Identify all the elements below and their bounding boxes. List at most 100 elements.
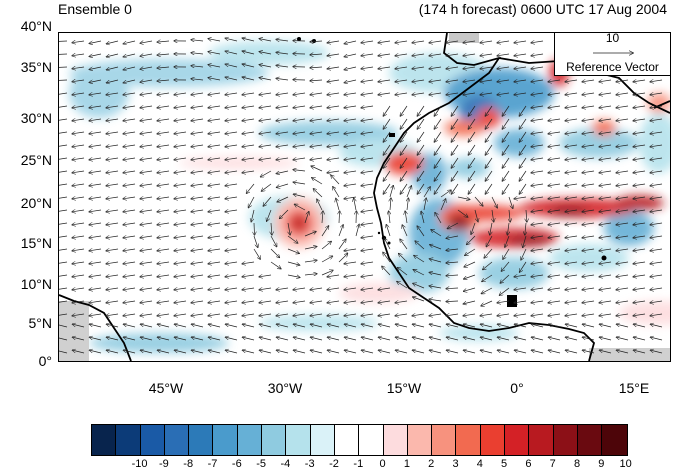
wind-vector <box>441 190 451 197</box>
colorbar-tick-label: -5 <box>256 458 266 470</box>
wind-vector <box>344 249 356 251</box>
wind-vector <box>390 198 391 210</box>
wind-vector <box>89 197 101 199</box>
wind-vector <box>582 301 594 303</box>
plot-title-left: Ensemble 0 <box>58 1 132 17</box>
wind-vector <box>106 41 118 44</box>
colorbar-tick-label: 0 <box>380 458 386 470</box>
wind-vector <box>157 106 169 108</box>
wind-vector <box>582 288 594 290</box>
wind-vector <box>313 189 322 197</box>
wind-vector <box>208 119 220 121</box>
wind-vector <box>225 288 237 290</box>
wind-vector <box>242 106 254 108</box>
wind-vector <box>339 225 343 236</box>
wind-vector <box>361 54 373 56</box>
wind-vector <box>123 132 135 134</box>
wind-vector <box>361 41 373 43</box>
wind-vector <box>89 132 101 134</box>
wind-vector <box>259 350 271 353</box>
wind-vector <box>174 262 186 264</box>
colorbar-swatch <box>262 425 286 455</box>
wind-vector <box>106 262 118 264</box>
wind-vector <box>293 119 305 121</box>
lon-label-30w: 30°W <box>255 380 315 396</box>
wind-vector <box>389 211 390 223</box>
wind-vector <box>519 158 526 168</box>
colorbar-swatch <box>384 425 408 455</box>
wind-vector <box>327 119 339 121</box>
wind-vector <box>531 184 543 186</box>
colorbar-swatch <box>116 425 140 455</box>
wind-vector <box>123 54 135 57</box>
wind-vector <box>191 197 203 199</box>
wind-vector <box>378 67 390 69</box>
wind-vector <box>157 158 169 160</box>
wind-vector <box>140 106 152 108</box>
wind-vector <box>174 223 186 225</box>
wind-vector <box>208 301 220 303</box>
wind-vector <box>293 158 305 160</box>
wind-vector <box>59 158 67 160</box>
wind-vector <box>72 249 84 251</box>
wind-vector <box>650 288 662 290</box>
wind-vector <box>531 223 543 225</box>
wind-vector <box>361 262 373 264</box>
wind-vector <box>59 54 67 55</box>
wind-vector <box>311 166 322 171</box>
wind-vector <box>361 249 373 251</box>
wind-vector <box>140 41 152 43</box>
wind-vector <box>242 275 254 277</box>
wind-vector <box>514 67 526 69</box>
wind-vector <box>174 210 186 212</box>
wind-vector <box>407 186 411 197</box>
wind-vector <box>599 106 611 108</box>
wind-vector <box>106 119 118 121</box>
wind-vector <box>106 236 118 238</box>
wind-vector <box>650 337 662 340</box>
wind-vector <box>174 119 186 121</box>
wind-vector <box>293 301 305 303</box>
wind-vector <box>344 119 356 121</box>
wind-vector <box>327 275 339 277</box>
wind-vector <box>174 184 186 186</box>
wind-vector <box>582 184 594 186</box>
wind-vector <box>531 314 543 316</box>
wind-vector <box>616 301 628 303</box>
wind-vector <box>451 145 458 155</box>
wind-vector <box>106 54 118 57</box>
wind-vector <box>191 249 203 251</box>
wind-vector <box>519 119 526 129</box>
wind-vector <box>72 132 84 134</box>
wind-vector <box>497 314 509 316</box>
wind-vector <box>276 93 288 95</box>
wind-vector <box>72 184 84 186</box>
wind-vector <box>242 350 254 353</box>
wind-vector <box>531 171 543 173</box>
wind-vector <box>565 184 577 186</box>
wind-vector <box>361 106 373 108</box>
wind-vector <box>59 106 67 108</box>
wind-vector <box>378 337 390 340</box>
wind-vector <box>208 288 220 290</box>
wind-vector <box>361 210 373 212</box>
wind-vector <box>208 197 220 199</box>
wind-vector <box>254 249 260 259</box>
wind-vector <box>310 145 322 147</box>
wind-vector <box>548 106 560 108</box>
wind-vector <box>59 223 67 225</box>
wind-vector <box>514 54 526 56</box>
wind-vector <box>293 350 305 353</box>
wind-vector <box>157 275 169 277</box>
wind-vector <box>225 301 237 303</box>
wind-vector <box>106 314 118 316</box>
wind-vector <box>429 41 441 43</box>
wind-vector <box>89 223 101 225</box>
wind-vector <box>259 119 271 121</box>
wind-vector <box>514 41 526 43</box>
wind-vector <box>361 184 373 186</box>
colorbar-tick-label: 8 <box>574 458 580 470</box>
wind-vector <box>242 171 254 173</box>
wind-vector <box>276 106 288 108</box>
wind-vector <box>225 106 237 108</box>
